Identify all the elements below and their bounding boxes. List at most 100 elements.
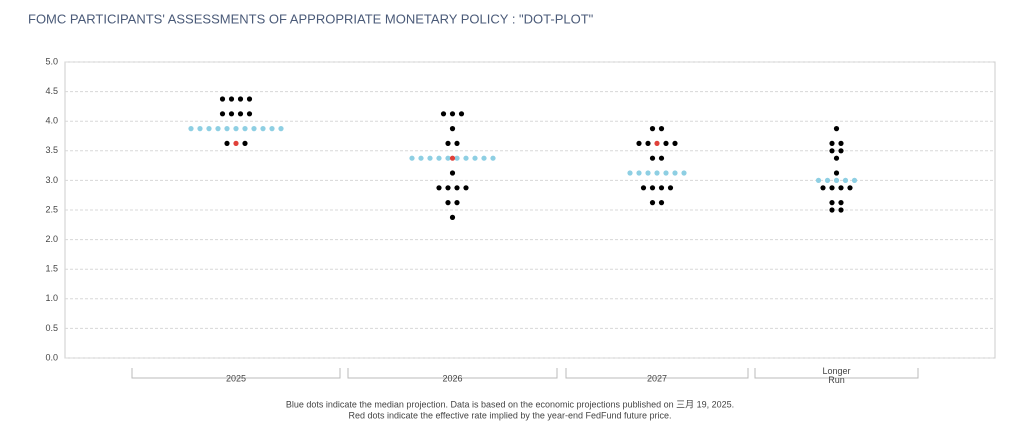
participant-dot xyxy=(454,140,460,146)
participant-dot xyxy=(242,140,248,146)
median-dot xyxy=(215,126,221,132)
participant-dot xyxy=(445,185,451,191)
median-dot xyxy=(842,177,849,183)
participant-dot xyxy=(838,148,844,154)
participant-dot xyxy=(219,96,226,102)
participant-dot xyxy=(649,155,656,161)
participant-dot xyxy=(833,155,840,161)
x-tick-label: 2027 xyxy=(647,373,667,383)
participant-dot xyxy=(829,200,835,206)
median-dot xyxy=(833,177,840,183)
participant-dot xyxy=(838,140,844,146)
median-dot xyxy=(672,170,678,176)
median-dot xyxy=(815,177,822,183)
futures-dot xyxy=(449,155,456,161)
median-dot xyxy=(427,155,433,161)
median-dot xyxy=(481,155,487,161)
participant-dot xyxy=(640,185,647,191)
participant-dot xyxy=(445,140,451,146)
participant-dot xyxy=(219,111,226,117)
participant-dot xyxy=(833,126,840,132)
y-tick-label: 1.5 xyxy=(45,264,58,274)
participant-dot xyxy=(463,185,469,191)
chart-title: FOMC PARTICIPANTS' ASSESSMENTS OF APPROP… xyxy=(28,11,594,26)
participant-dot xyxy=(246,96,253,102)
participant-dot xyxy=(436,185,442,191)
participant-dot xyxy=(847,185,853,191)
median-dot xyxy=(681,170,687,176)
y-tick-label: 3.0 xyxy=(45,175,58,185)
median-dot xyxy=(233,126,239,132)
y-tick-label: 0.0 xyxy=(45,352,58,362)
y-tick-label: 2.5 xyxy=(45,204,58,214)
participant-dot xyxy=(228,111,235,117)
participant-dot xyxy=(658,185,665,191)
participant-dot xyxy=(829,148,835,154)
participant-dot xyxy=(833,170,840,176)
median-dot xyxy=(445,155,451,161)
participant-dot xyxy=(658,126,665,132)
median-dot xyxy=(278,126,284,132)
participant-dot xyxy=(458,111,465,117)
median-dot xyxy=(260,126,266,132)
note: Red dots indicate the effective rate imp… xyxy=(348,410,671,420)
x-bracket xyxy=(754,368,919,379)
participant-dot xyxy=(449,111,456,117)
participant-dot xyxy=(449,214,456,220)
median-dot xyxy=(269,126,275,132)
participant-dot xyxy=(663,140,669,146)
participant-dot xyxy=(645,140,651,146)
participant-dot xyxy=(838,185,844,191)
median-dot xyxy=(418,155,424,161)
median-dot xyxy=(654,170,660,176)
y-tick-label: 0.5 xyxy=(45,323,58,333)
median-dot xyxy=(851,177,858,183)
median-dot xyxy=(409,155,415,161)
futures-dot xyxy=(233,140,239,146)
median-dot xyxy=(242,126,248,132)
participant-dot xyxy=(649,185,656,191)
participant-dot xyxy=(658,155,665,161)
x-tick-label: 2025 xyxy=(226,373,246,383)
participant-dot xyxy=(636,140,642,146)
participant-dot xyxy=(649,126,656,132)
median-dot xyxy=(463,155,469,161)
median-dot xyxy=(490,155,496,161)
futures-dot xyxy=(654,140,660,146)
median-dot xyxy=(454,155,460,161)
x-bracket xyxy=(565,368,749,379)
participant-dot xyxy=(246,111,253,117)
median-dot xyxy=(197,126,203,132)
participant-dot xyxy=(224,140,230,146)
x-tick-label: 2026 xyxy=(442,373,462,383)
median-dot xyxy=(251,126,257,132)
participant-dot xyxy=(649,200,656,206)
y-tick-label: 3.5 xyxy=(45,145,58,155)
median-dot xyxy=(645,170,651,176)
median-dot xyxy=(224,126,230,132)
participant-dot xyxy=(445,200,451,206)
x-bracket xyxy=(131,368,341,379)
participant-dot xyxy=(829,207,835,213)
participant-dot xyxy=(440,111,447,117)
median-dot xyxy=(663,170,669,176)
participant-dot xyxy=(449,126,456,132)
participant-dot xyxy=(237,111,244,117)
x-tick-label: Longer Run xyxy=(822,366,850,385)
y-tick-label: 1.0 xyxy=(45,293,58,303)
participant-dot xyxy=(454,185,460,191)
note: Blue dots indicate the median projection… xyxy=(286,399,734,409)
participant-dot xyxy=(672,140,678,146)
participant-dot xyxy=(667,185,674,191)
participant-dot xyxy=(454,200,460,206)
participant-dot xyxy=(820,185,826,191)
participant-dot xyxy=(449,170,456,176)
median-dot xyxy=(206,126,212,132)
participant-dot xyxy=(829,185,835,191)
participant-dot xyxy=(237,96,244,102)
median-dot xyxy=(824,177,831,183)
median-dot xyxy=(636,170,642,176)
y-tick-label: 4.0 xyxy=(45,116,58,126)
participant-dot xyxy=(829,140,835,146)
